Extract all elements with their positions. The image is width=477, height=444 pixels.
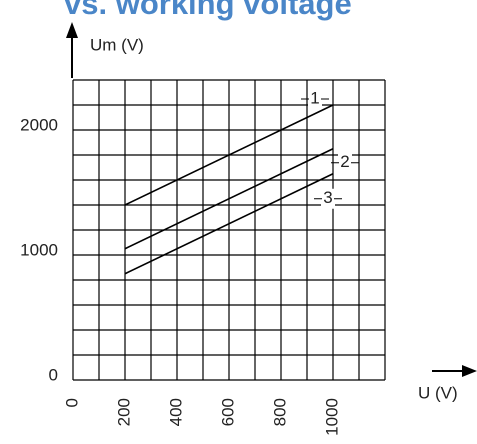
x-arrow-head	[462, 365, 477, 377]
x-axis-label: U (V)	[418, 383, 458, 402]
x-tick-label: 800	[270, 398, 289, 426]
series-label: 2	[340, 152, 349, 171]
y-tick-label: 0	[49, 365, 58, 384]
label-bg	[322, 189, 334, 208]
x-tick-label: 1000	[322, 398, 341, 436]
x-tick-label: 400	[166, 398, 185, 426]
series-line	[124, 173, 334, 275]
y-arrow-head	[66, 22, 78, 38]
label-bg	[339, 153, 351, 172]
series-line	[124, 104, 334, 206]
series-label: 1	[310, 88, 319, 107]
y-axis-label: Um (V)	[90, 35, 144, 54]
x-tick-label: 200	[114, 398, 133, 426]
series-line	[124, 148, 334, 250]
series-label: 3	[323, 188, 332, 207]
y-tick-label: 1000	[20, 240, 58, 259]
y-tick-label: 2000	[20, 115, 58, 134]
label-bg	[309, 90, 321, 108]
x-tick-label: 0	[62, 398, 81, 407]
chart-title: vs. working voltage	[64, 0, 352, 21]
x-tick-label: 600	[218, 398, 237, 426]
